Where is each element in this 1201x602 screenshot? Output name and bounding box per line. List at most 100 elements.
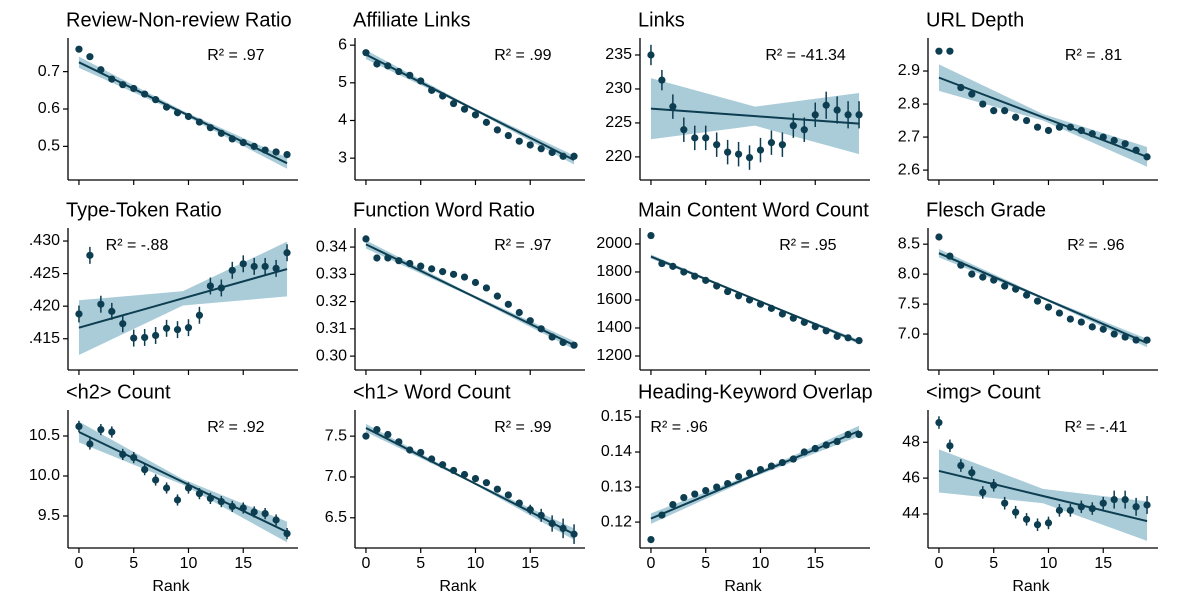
data-point [647,231,655,240]
data-point [811,111,819,119]
data-point [559,152,567,160]
data-point [559,524,567,533]
data-point [228,502,236,510]
data-point [206,494,214,502]
data-point [756,146,765,154]
data-point [417,262,425,270]
data-point [195,311,204,319]
data-point [217,498,225,506]
data-point [537,325,545,333]
y-tick-label: 0.12 [601,513,632,530]
r-squared-annotation: R² = .99 [494,419,551,436]
data-point [1110,496,1118,504]
data-point [844,430,852,439]
data-point [471,278,480,287]
data-point [844,111,852,119]
data-point [647,535,655,544]
data-point [1132,336,1140,344]
data-point [789,314,797,322]
r-squared-annotation: R² = .81 [1065,47,1122,64]
data-point [130,84,138,93]
data-point [460,470,469,479]
r-squared-annotation: R² = .96 [1067,237,1124,254]
data-point [449,270,458,278]
x-tick-label: 5 [129,555,138,572]
data-point [283,249,291,257]
data-point [559,338,567,347]
data-point [493,126,501,134]
data-point [822,101,830,109]
data-point [272,516,280,524]
data-point [658,76,666,84]
data-point [97,66,105,74]
data-point [702,276,710,284]
data-point [957,83,965,92]
panel-title: Links [638,9,685,31]
data-point [119,320,127,328]
panel-title: Affiliate Links [353,9,470,31]
data-point [1143,336,1151,344]
data-point [570,530,578,538]
data-point [162,484,171,492]
data-point [691,272,699,280]
data-point [261,262,269,271]
data-point [1110,136,1118,144]
data-point [968,469,976,477]
y-tick-label: 44 [902,505,920,522]
data-point [195,490,204,498]
r-squared-annotation: R² = .96 [650,419,707,436]
data-point [1066,123,1074,131]
data-point [108,428,116,436]
panel-title: Type-Token Ratio [66,199,222,221]
y-tick-label: .430 [29,232,60,249]
data-point [449,99,458,108]
data-point [946,442,954,450]
data-point [1044,519,1053,527]
y-tick-label: 0.7 [38,63,60,80]
data-point [439,461,447,469]
data-point [173,496,182,504]
data-point [228,266,236,274]
data-point [239,139,247,147]
y-tick-label: 5 [338,74,347,91]
y-tick-label: 1200 [596,347,632,364]
y-tick-label: 4 [338,112,347,129]
y-tick-label: 10.0 [29,467,60,484]
data-point [680,268,688,276]
data-point [734,292,743,300]
data-point [250,262,258,271]
data-point [979,273,987,281]
data-point [460,105,469,113]
fit-line [650,107,860,125]
data-point [537,511,545,519]
data-point [946,252,954,260]
y-tick-label: 46 [902,469,920,486]
y-tick-label: 8.5 [898,235,920,252]
data-point [362,49,370,57]
data-point [935,418,943,427]
data-point [504,491,512,499]
data-point [1055,123,1064,131]
data-point [250,142,258,150]
data-point [362,432,370,440]
data-point [844,334,852,342]
data-point [702,134,710,142]
panel-title: Heading-Keyword Overlap [638,381,873,403]
y-tick-label: 220 [605,148,632,165]
data-point [283,530,291,538]
data-point [1110,330,1118,338]
data-point [1022,515,1031,523]
data-point [373,425,381,434]
y-tick-label: .425 [29,265,60,282]
data-point [86,440,94,448]
data-point [990,276,998,284]
data-point [669,103,677,111]
data-point [691,134,699,142]
data-point [1132,503,1140,511]
data-point [1099,325,1107,333]
data-point [119,81,127,89]
y-tick-label: 1800 [596,263,632,280]
data-point [97,426,105,434]
data-point [811,444,819,453]
data-point [482,284,491,292]
